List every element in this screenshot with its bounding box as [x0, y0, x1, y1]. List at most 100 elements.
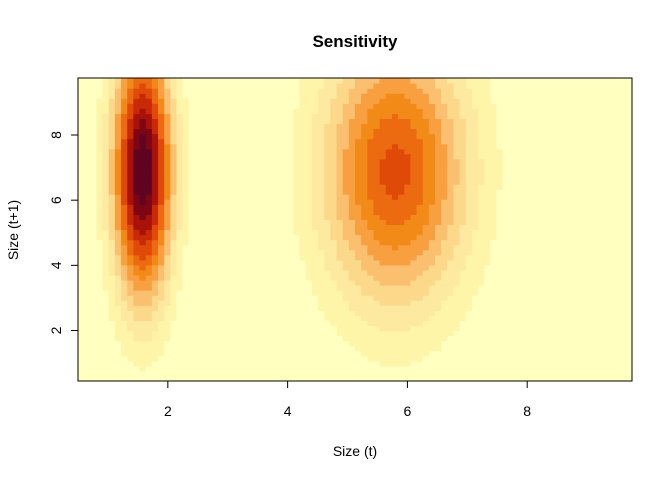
- heatmap-cell: [182, 143, 190, 150]
- heatmap-cell: [391, 199, 399, 205]
- heatmap-cell: [324, 93, 331, 99]
- heatmap-cell: [348, 153, 356, 160]
- heatmap-cell: [96, 290, 104, 296]
- heatmap-cell: [164, 249, 171, 256]
- heatmap-cell: [484, 184, 492, 190]
- heatmap-cell: [281, 78, 288, 84]
- heatmap-cell: [422, 148, 430, 155]
- heatmap-cell: [404, 133, 411, 140]
- heatmap-cell: [342, 113, 350, 119]
- heatmap-cell: [496, 168, 504, 175]
- heatmap-cell: [324, 148, 331, 155]
- heatmap-cell: [139, 370, 147, 377]
- heatmap-cell: [336, 204, 344, 210]
- heatmap-cell: [176, 370, 184, 377]
- heatmap-cell: [484, 244, 492, 251]
- heatmap-cell: [521, 290, 528, 296]
- heatmap-cell: [108, 259, 116, 266]
- heatmap-cell: [515, 330, 522, 337]
- heatmap-cell: [453, 375, 461, 382]
- heatmap-cell: [355, 78, 362, 84]
- heatmap-cell: [244, 148, 251, 155]
- heatmap-cell: [404, 305, 411, 311]
- heatmap-cell: [330, 254, 338, 261]
- heatmap-cell: [441, 123, 448, 130]
- heatmap-cell: [502, 143, 510, 150]
- heatmap-cell: [422, 214, 430, 220]
- heatmap-cell: [176, 138, 184, 145]
- heatmap-cell: [521, 113, 528, 119]
- heatmap-cell: [508, 295, 516, 301]
- heatmap-cell: [90, 194, 98, 200]
- heatmap-cell: [373, 239, 381, 246]
- heatmap-cell: [102, 78, 110, 84]
- heatmap-cell: [84, 209, 91, 215]
- heatmap-cell: [373, 209, 381, 215]
- heatmap-cell: [188, 269, 196, 276]
- heatmap-cell: [287, 153, 295, 160]
- heatmap-cell: [355, 209, 362, 215]
- heatmap-cell: [373, 295, 381, 301]
- heatmap-cell: [305, 365, 313, 372]
- heatmap-cell: [114, 229, 122, 236]
- heatmap-cell: [404, 370, 411, 377]
- heatmap-cell: [102, 163, 110, 170]
- heatmap-cell: [182, 229, 190, 236]
- heatmap-cell: [367, 128, 375, 135]
- heatmap-cell: [281, 123, 288, 130]
- heatmap-cell: [121, 179, 128, 185]
- heatmap-cell: [231, 88, 239, 94]
- heatmap-cell: [219, 290, 227, 296]
- heatmap-cell: [545, 184, 553, 190]
- heatmap-cell: [471, 285, 479, 291]
- heatmap-cell: [299, 128, 307, 135]
- heatmap-cell: [201, 229, 208, 236]
- heatmap-cell: [268, 143, 276, 150]
- heatmap-cell: [299, 355, 307, 362]
- heatmap-cell: [121, 350, 128, 357]
- heatmap-cell: [84, 138, 91, 145]
- heatmap-cell: [558, 365, 565, 372]
- heatmap-cell: [471, 199, 479, 205]
- heatmap-cell: [502, 194, 510, 200]
- heatmap-cell: [108, 239, 116, 246]
- heatmap-cell: [355, 128, 362, 135]
- heatmap-cell: [84, 179, 91, 185]
- heatmap-cell: [231, 173, 239, 180]
- heatmap-cell: [96, 249, 104, 256]
- heatmap-cell: [422, 244, 430, 251]
- heatmap-cell: [515, 179, 522, 185]
- heatmap-cell: [324, 320, 331, 327]
- heatmap-cell: [348, 179, 356, 185]
- heatmap-cell: [398, 355, 405, 362]
- heatmap-cell: [78, 295, 85, 301]
- heatmap-cell: [293, 335, 301, 342]
- heatmap-cell: [558, 98, 565, 104]
- heatmap-cell: [508, 325, 516, 332]
- heatmap-cell: [90, 133, 98, 140]
- heatmap-cell: [490, 355, 498, 362]
- heatmap-cell: [194, 320, 202, 327]
- heatmap-cell: [582, 148, 590, 155]
- heatmap-cell: [133, 315, 141, 321]
- heatmap-cell: [127, 118, 134, 125]
- heatmap-cell: [545, 168, 553, 175]
- heatmap-cell: [194, 254, 202, 261]
- heatmap-cell: [385, 295, 393, 301]
- heatmap-cell: [127, 375, 134, 382]
- heatmap-cell: [78, 285, 85, 291]
- heatmap-cell: [176, 123, 184, 130]
- heatmap-cell: [367, 259, 375, 266]
- heatmap-cell: [521, 229, 528, 236]
- heatmap-cell: [558, 295, 565, 301]
- heatmap-cell: [299, 83, 307, 89]
- heatmap-cell: [121, 214, 128, 220]
- heatmap-cell: [404, 214, 411, 220]
- heatmap-cell: [311, 98, 319, 104]
- heatmap-cell: [268, 355, 276, 362]
- heatmap-cell: [465, 330, 473, 337]
- heatmap-cell: [108, 194, 116, 200]
- heatmap-cell: [428, 274, 436, 281]
- heatmap-cell: [268, 78, 276, 84]
- heatmap-cell: [324, 315, 331, 321]
